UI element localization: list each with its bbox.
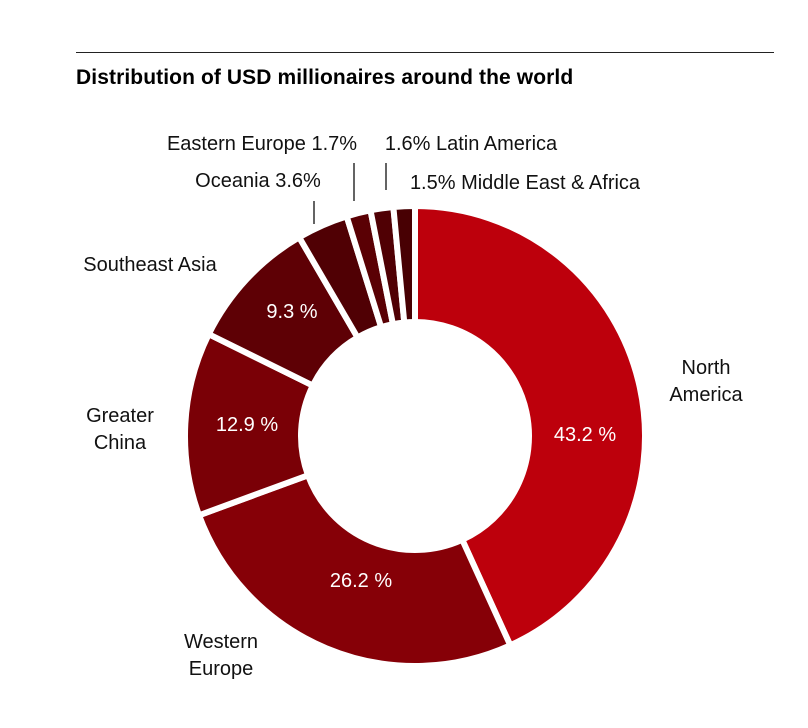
value-label-southeast-asia: 9.3 %: [266, 301, 317, 323]
slice-middle-east-and-africa: [390, 202, 418, 326]
category-label-eastern-europe: Eastern Europe 1.7%: [167, 133, 357, 155]
top-rule: [76, 52, 774, 53]
value-label-greater-china: 12.9 %: [216, 414, 278, 436]
chart-title: Distribution of USD millionaires around …: [76, 66, 574, 89]
category-label-greater-china: Greater China: [86, 405, 154, 454]
slice-western-europe: [195, 471, 515, 669]
category-label-middle-east-and-africa: 1.5% Middle East & Africa: [410, 172, 641, 194]
labels-group: 43.2 % North America 26.2 % Western Europe 12.…: [83, 133, 743, 680]
slice-north-america: [412, 202, 648, 650]
leader-lines-group: [313, 163, 387, 224]
category-label-north-america: North America: [669, 357, 743, 406]
category-label-western-europe: Western Europe: [184, 631, 258, 680]
value-label-western-europe: 26.2 %: [330, 570, 392, 592]
category-label-oceania: Oceania 3.6%: [195, 170, 321, 192]
slices-group: [182, 202, 648, 669]
value-label-north-america: 43.2 %: [554, 424, 616, 446]
category-label-southeast-asia: Southeast Asia: [83, 254, 217, 276]
category-label-latin-america: 1.6% Latin America: [385, 133, 558, 155]
